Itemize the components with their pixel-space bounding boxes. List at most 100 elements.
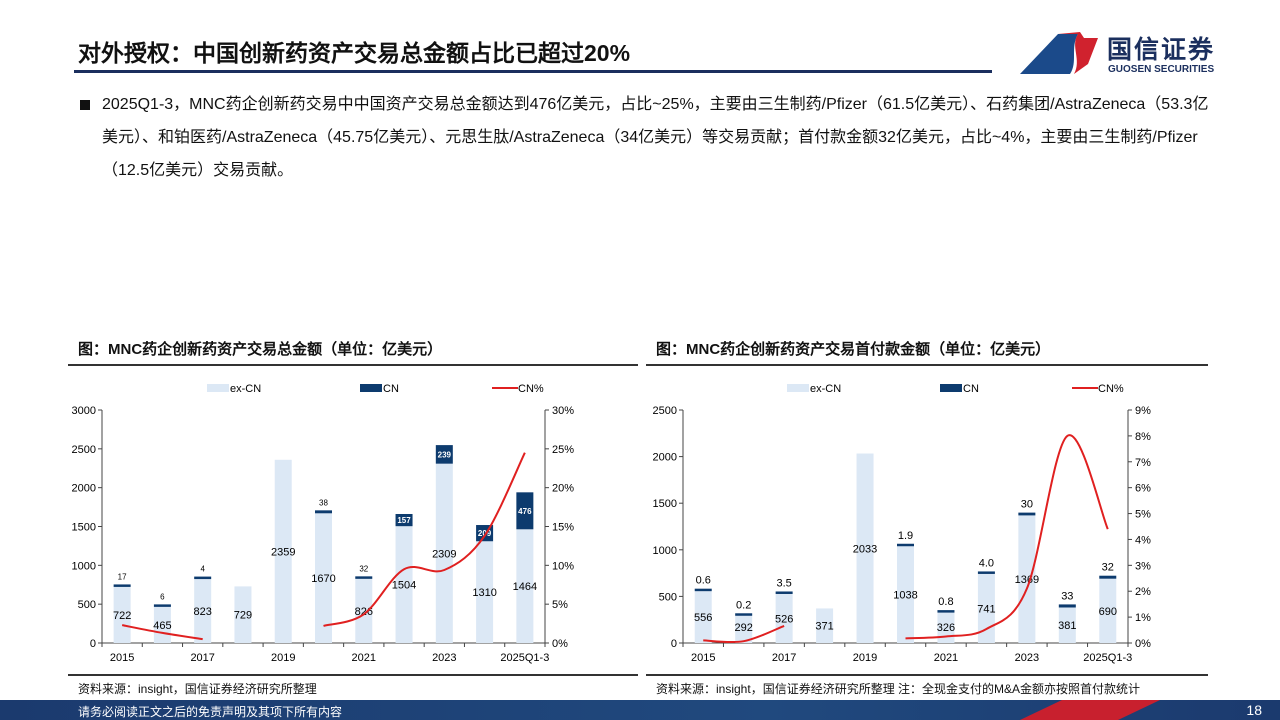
data-label-excn: 823: [194, 606, 212, 618]
data-label-excn: 2033: [853, 543, 877, 555]
page-title: 对外授权：中国创新药资产交易总金额占比已超过20%: [78, 40, 631, 66]
chart-title-left: 图：MNC药企创新药资产交易总金额（单位：亿美元）: [78, 341, 443, 358]
page-number: 18: [1246, 702, 1262, 718]
legend-swatch-cn: [940, 384, 962, 392]
data-label-excn: 465: [153, 620, 171, 632]
bar-cn: [355, 576, 373, 579]
data-label-excn: 1310: [472, 587, 496, 599]
y-tick-label: 1000: [72, 560, 96, 572]
chart-title-divider: [646, 364, 1208, 366]
y2-tick-label: 20%: [552, 483, 574, 495]
y2-tick-label: 15%: [552, 522, 574, 534]
legend-label: ex-CN: [810, 383, 841, 395]
x-tick-label: 2019: [853, 652, 877, 664]
data-label-excn: 1670: [311, 573, 335, 585]
source-divider: [646, 674, 1208, 676]
y-tick-label: 2000: [72, 483, 96, 495]
data-label-cn: 38: [319, 498, 328, 507]
data-label-cn: 32: [359, 564, 368, 573]
y2-tick-label: 4%: [1135, 534, 1151, 546]
cn-percent-line: [121, 624, 203, 641]
bullet-square-icon: [80, 100, 90, 110]
bar-cn: [897, 543, 914, 547]
bar-excn: [274, 459, 292, 643]
bar-cn: [735, 613, 753, 616]
bar-excn: [355, 578, 373, 643]
data-label-excn: 2309: [432, 548, 456, 560]
y-tick-label: 0: [90, 638, 96, 650]
x-tick-label: 2023: [432, 652, 456, 664]
bar-excn: [735, 615, 753, 643]
y2-tick-label: 8%: [1135, 431, 1151, 443]
y2-tick-label: 10%: [552, 560, 574, 572]
x-tick-label: 2017: [772, 652, 796, 664]
data-label-excn: 371: [815, 621, 833, 633]
y-tick-label: 2500: [72, 444, 96, 456]
y-tick-label: 500: [78, 599, 96, 611]
y-tick-label: 500: [659, 591, 677, 603]
bar-cn: [113, 584, 131, 587]
summary-bullet: 2025Q1-3，MNC药企创新药交易中中国资产交易总金额达到476亿美元，占比…: [80, 88, 1210, 187]
cn-percent-line: [323, 452, 526, 627]
cn-percent-line: [905, 434, 1109, 640]
data-label-excn: 1504: [392, 580, 416, 592]
source-divider: [68, 674, 638, 676]
x-tick-label: 2021: [934, 652, 958, 664]
bar-excn: [194, 579, 212, 643]
data-label-excn: 741: [977, 603, 995, 615]
summary-text: 2025Q1-3，MNC药企创新药交易中中国资产交易总金额达到476亿美元，占比…: [102, 96, 1209, 179]
footer-accent: [1020, 700, 1160, 720]
y2-tick-label: 3%: [1135, 560, 1151, 572]
legend-label: CN%: [1098, 383, 1124, 395]
y2-tick-label: 30%: [552, 405, 574, 417]
x-tick-label: 2023: [1015, 652, 1039, 664]
x-tick-label: 2025Q1-3: [1083, 652, 1132, 664]
x-tick-label: 2025Q1-3: [500, 652, 549, 664]
data-label-excn: 326: [937, 622, 955, 634]
x-tick-label: 2015: [110, 652, 134, 664]
y-tick-label: 0: [671, 638, 677, 650]
bar-excn: [516, 529, 534, 643]
cn-percent-line: [703, 624, 785, 644]
logo-subtext: GUOSEN SECURITIES: [1108, 64, 1215, 75]
y2-tick-label: 25%: [552, 444, 574, 456]
y2-tick-label: 7%: [1135, 457, 1151, 469]
bar-excn: [1018, 515, 1036, 643]
bar-excn: [476, 541, 494, 643]
bar-cn: [435, 445, 453, 464]
y2-tick-label: 5%: [1135, 509, 1151, 521]
y-tick-label: 2500: [653, 405, 677, 417]
bar-excn: [897, 546, 914, 643]
upfront-amount-chart: ex-CN CN CN% 0 500 1000 1500 2000 2500 0% 1% 2% 3% 4%…: [653, 383, 1152, 664]
x-tick-label: 2021: [352, 652, 376, 664]
legend-label: CN: [963, 383, 979, 395]
bar-excn: [856, 453, 874, 643]
data-label-cn: 476: [518, 507, 532, 516]
data-label-cn: 239: [438, 450, 452, 459]
data-label-cn: 33: [1061, 590, 1073, 602]
data-label-excn: 722: [113, 610, 131, 622]
y2-tick-label: 2%: [1135, 586, 1151, 598]
data-label-cn: 3.5: [776, 577, 791, 589]
bar-cn: [315, 510, 332, 514]
data-label-cn: 32: [1102, 562, 1114, 574]
data-label-excn: 729: [234, 610, 252, 622]
data-label-cn: 0.6: [696, 575, 711, 587]
bar-cn: [395, 513, 413, 527]
logo-text: 国信证券: [1107, 36, 1216, 64]
data-label-excn: 690: [1099, 606, 1117, 618]
legend-label: CN: [383, 383, 399, 395]
data-label-cn: 30: [1021, 499, 1033, 511]
legend-label: ex-CN: [230, 383, 261, 395]
bar-excn: [113, 586, 131, 643]
bar-excn: [775, 593, 793, 643]
data-label-excn: 526: [775, 613, 793, 625]
data-label-excn: 2359: [271, 546, 295, 558]
y2-tick-label: 0%: [552, 638, 568, 650]
legend-swatch-cn: [360, 384, 382, 392]
y-tick-label: 3000: [72, 405, 96, 417]
chart-title-divider: [68, 364, 638, 366]
y2-tick-label: 5%: [552, 599, 568, 611]
data-label-cn: 1.9: [898, 530, 913, 542]
y-tick-label: 1500: [653, 498, 677, 510]
